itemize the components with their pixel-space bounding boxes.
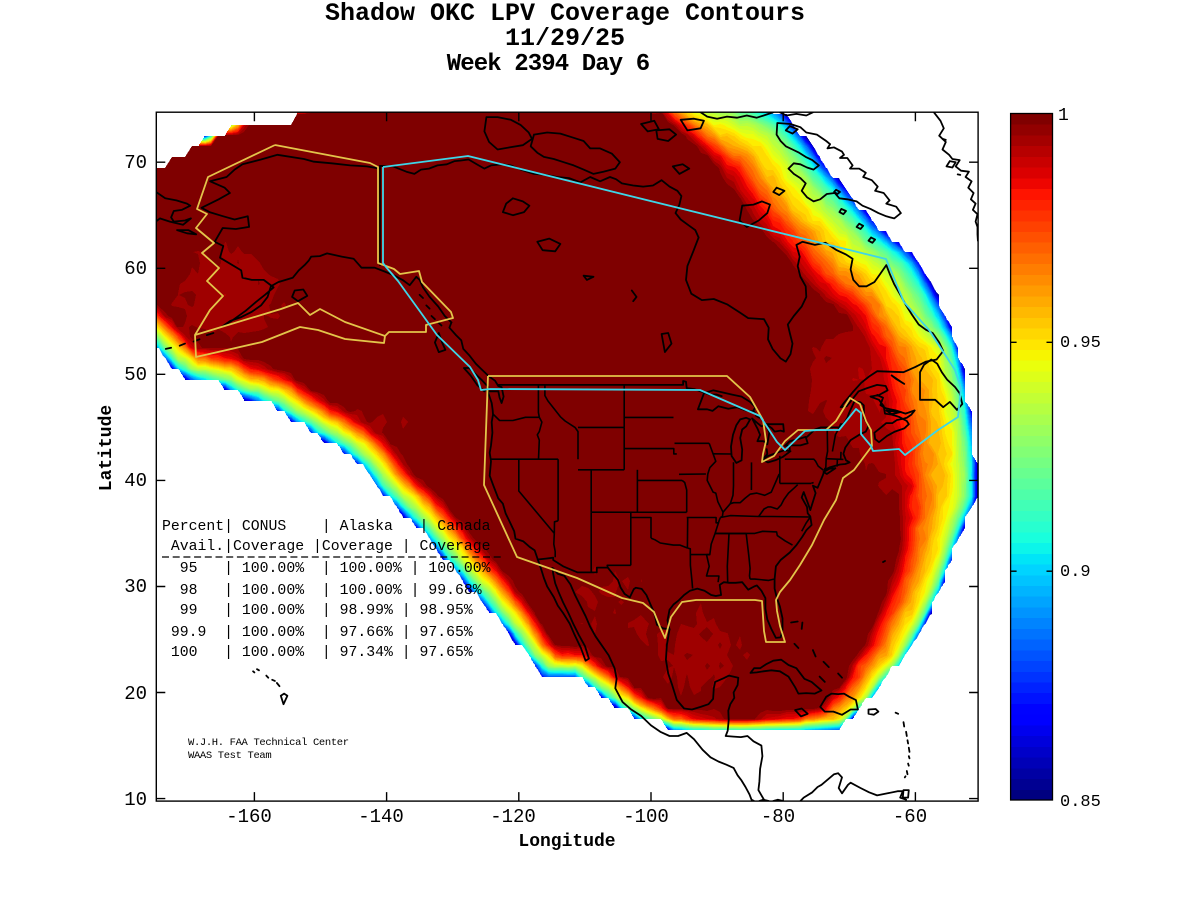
svg-text:Week 2394 Day 6: Week 2394 Day 6 — [447, 51, 650, 78]
svg-text:Shadow OKC LPV Coverage Contou: Shadow OKC LPV Coverage Contours — [325, 0, 805, 28]
svg-text:100 | 100.00% | 97.34% | 97: 100 | 100.00% | 97.34% | 97.65% — [162, 645, 473, 661]
svg-text:Percent| CONUS | Alaska |: Percent| CONUS | Alaska | Canada — [162, 519, 491, 535]
svg-text:Longitude: Longitude — [518, 832, 615, 852]
svg-text:W.J.H. FAA Technical Center: W.J.H. FAA Technical Center — [188, 737, 349, 749]
svg-text:40: 40 — [124, 470, 147, 492]
svg-text:60: 60 — [124, 258, 147, 280]
svg-text:-60: -60 — [893, 806, 927, 828]
svg-text:10: 10 — [124, 789, 147, 811]
svg-text:99 | 100.00% | 98.99% | 98.: 99 | 100.00% | 98.99% | 98.95% — [162, 603, 473, 619]
svg-text:50: 50 — [124, 364, 147, 386]
svg-text:-160: -160 — [226, 806, 272, 828]
svg-text:30: 30 — [124, 576, 147, 598]
svg-text:0.85: 0.85 — [1060, 793, 1101, 812]
svg-text:-80: -80 — [761, 806, 795, 828]
svg-text:-140: -140 — [358, 806, 404, 828]
svg-text:98 | 100.00% | 100.00% | 99: 98 | 100.00% | 100.00% | 99.68% — [162, 583, 482, 599]
svg-text:11/29/25: 11/29/25 — [505, 24, 625, 53]
svg-text:0.95: 0.95 — [1060, 334, 1101, 353]
svg-text:95 | 100.00% | 100.00% | 10: 95 | 100.00% | 100.00% | 100.00% — [162, 561, 491, 577]
svg-text:-120: -120 — [490, 806, 536, 828]
svg-text:Avail.|Coverage |Coverage | Co: Avail.|Coverage |Coverage | Coverage — [162, 539, 491, 555]
svg-text:70: 70 — [124, 152, 147, 174]
svg-text:0.9: 0.9 — [1060, 563, 1091, 582]
svg-text:Latitude: Latitude — [97, 405, 117, 491]
svg-text:20: 20 — [124, 683, 147, 705]
svg-text:-100: -100 — [623, 806, 669, 828]
svg-text:WAAS Test Team: WAAS Test Team — [188, 750, 271, 762]
svg-text:99.9 | 100.00% | 97.66% | 97: 99.9 | 100.00% | 97.66% | 97.65% — [162, 625, 473, 641]
svg-text:1: 1 — [1058, 106, 1069, 126]
